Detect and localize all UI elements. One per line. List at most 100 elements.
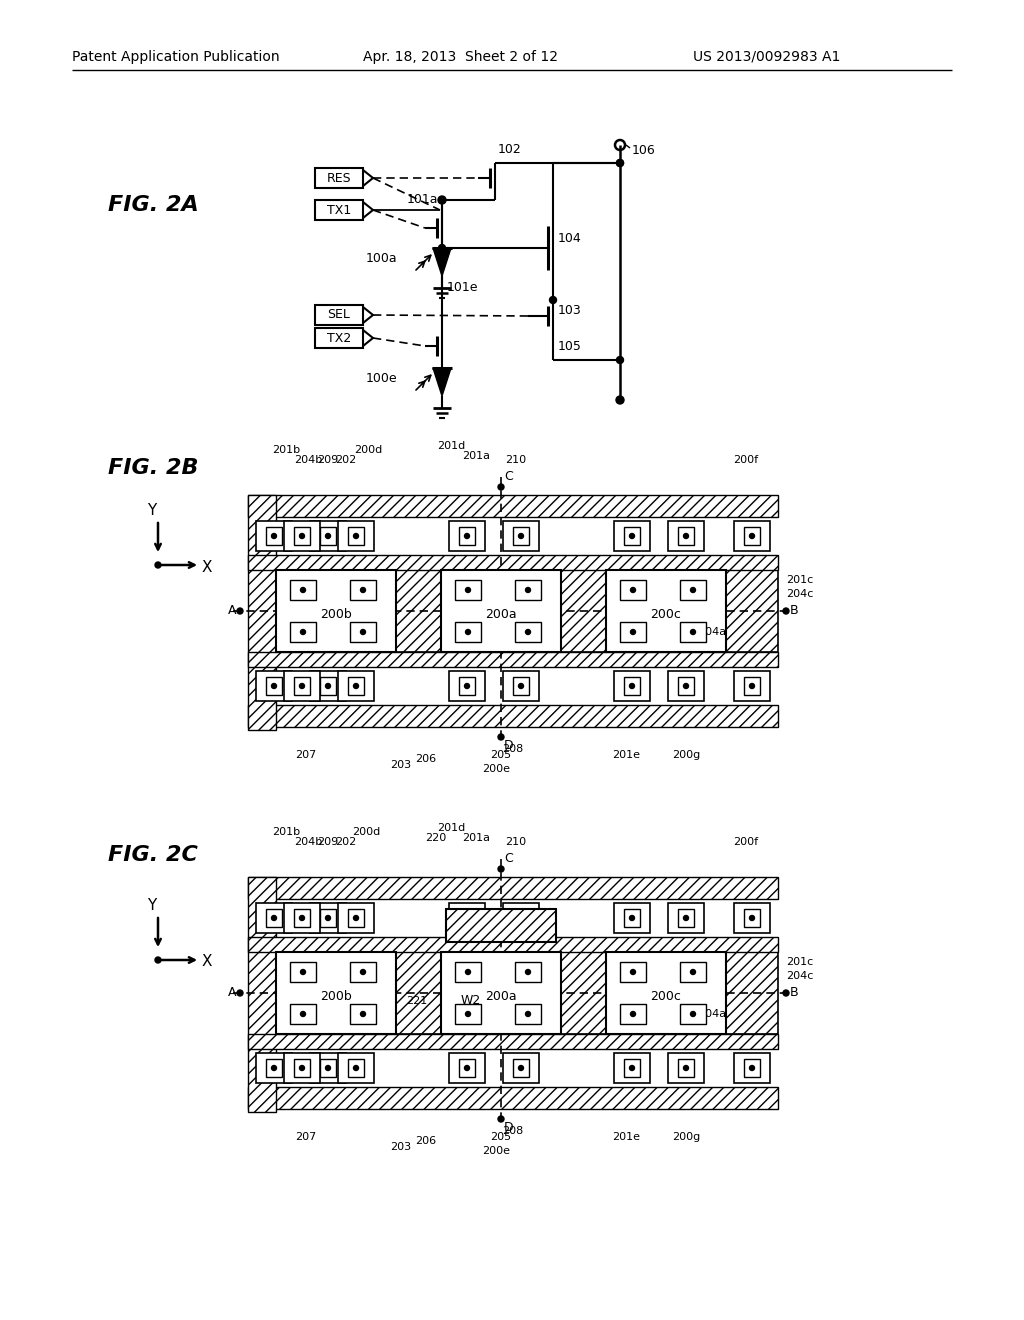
Bar xyxy=(678,909,694,927)
Bar xyxy=(290,962,316,982)
Circle shape xyxy=(466,1011,470,1016)
Text: 102: 102 xyxy=(498,143,522,156)
Circle shape xyxy=(518,1065,523,1071)
Polygon shape xyxy=(433,368,451,396)
Bar xyxy=(248,937,778,952)
Circle shape xyxy=(630,916,635,920)
Text: 200d: 200d xyxy=(352,828,380,837)
Text: 204c: 204c xyxy=(786,589,813,599)
Circle shape xyxy=(525,969,530,974)
Bar xyxy=(734,903,770,933)
Text: TX1: TX1 xyxy=(327,203,351,216)
Bar xyxy=(503,1053,539,1082)
Circle shape xyxy=(616,396,624,404)
Circle shape xyxy=(631,969,636,974)
Bar xyxy=(310,671,346,701)
Bar xyxy=(606,570,726,652)
Bar xyxy=(678,1059,694,1077)
Circle shape xyxy=(525,587,530,593)
Bar xyxy=(459,909,475,927)
Circle shape xyxy=(466,630,470,635)
Circle shape xyxy=(518,916,523,920)
Bar xyxy=(515,1005,541,1024)
Circle shape xyxy=(360,630,366,635)
Text: 203: 203 xyxy=(390,760,412,770)
Bar xyxy=(726,952,778,1034)
Bar xyxy=(315,201,362,220)
Text: 201a: 201a xyxy=(462,451,490,461)
Text: D: D xyxy=(504,1121,514,1134)
Bar xyxy=(310,521,346,550)
Text: 210: 210 xyxy=(506,455,526,465)
Text: SEL: SEL xyxy=(328,309,350,322)
Bar xyxy=(348,909,364,927)
Circle shape xyxy=(465,1065,469,1071)
Circle shape xyxy=(683,684,688,689)
Text: X: X xyxy=(202,954,213,969)
Text: 203: 203 xyxy=(390,1142,412,1152)
Text: 200e: 200e xyxy=(482,764,510,774)
Text: 221: 221 xyxy=(406,997,427,1006)
Bar xyxy=(294,677,310,696)
Text: W2: W2 xyxy=(461,994,481,1007)
Bar xyxy=(614,521,650,550)
Bar xyxy=(256,903,292,933)
Text: TX2: TX2 xyxy=(327,331,351,345)
Circle shape xyxy=(616,160,624,166)
Bar xyxy=(744,1059,760,1077)
Text: 200c: 200c xyxy=(650,990,681,1003)
Circle shape xyxy=(690,587,695,593)
Circle shape xyxy=(300,1011,305,1016)
Bar xyxy=(455,579,481,601)
Circle shape xyxy=(271,684,276,689)
Bar xyxy=(248,652,778,667)
Bar xyxy=(256,671,292,701)
Bar xyxy=(624,1059,640,1077)
Text: 200a: 200a xyxy=(485,609,517,622)
Circle shape xyxy=(271,1065,276,1071)
Bar xyxy=(620,962,646,982)
Circle shape xyxy=(631,1011,636,1016)
Text: 200g: 200g xyxy=(672,1133,700,1142)
Bar xyxy=(614,671,650,701)
Bar xyxy=(744,909,760,927)
Circle shape xyxy=(498,1115,504,1122)
Text: 100a: 100a xyxy=(366,252,397,264)
Bar xyxy=(319,677,336,696)
Text: 209: 209 xyxy=(317,837,339,847)
Text: 200e: 200e xyxy=(482,1146,510,1156)
Circle shape xyxy=(683,533,688,539)
Circle shape xyxy=(353,533,358,539)
Bar xyxy=(266,677,282,696)
Bar xyxy=(350,622,376,642)
Bar xyxy=(614,903,650,933)
Circle shape xyxy=(630,1065,635,1071)
Bar xyxy=(459,1059,475,1077)
Text: 204b: 204b xyxy=(294,455,323,465)
Bar xyxy=(513,677,529,696)
Bar xyxy=(449,903,485,933)
Text: 209: 209 xyxy=(317,455,339,465)
Circle shape xyxy=(783,609,790,614)
Circle shape xyxy=(690,630,695,635)
Bar xyxy=(350,579,376,601)
Bar xyxy=(319,1059,336,1077)
Bar xyxy=(276,570,396,652)
Circle shape xyxy=(783,990,790,997)
Circle shape xyxy=(630,533,635,539)
Text: 201c: 201c xyxy=(786,576,813,585)
Bar xyxy=(310,903,346,933)
Bar xyxy=(284,671,319,701)
Bar xyxy=(248,495,276,730)
Circle shape xyxy=(300,587,305,593)
Text: 105: 105 xyxy=(558,339,582,352)
Bar xyxy=(294,527,310,545)
Bar xyxy=(248,1086,778,1109)
Circle shape xyxy=(525,630,530,635)
Bar xyxy=(620,579,646,601)
Text: 205: 205 xyxy=(490,1133,512,1142)
Text: A: A xyxy=(227,605,236,618)
Text: 201e: 201e xyxy=(612,750,640,760)
Text: 207: 207 xyxy=(295,750,316,760)
Circle shape xyxy=(498,866,504,873)
